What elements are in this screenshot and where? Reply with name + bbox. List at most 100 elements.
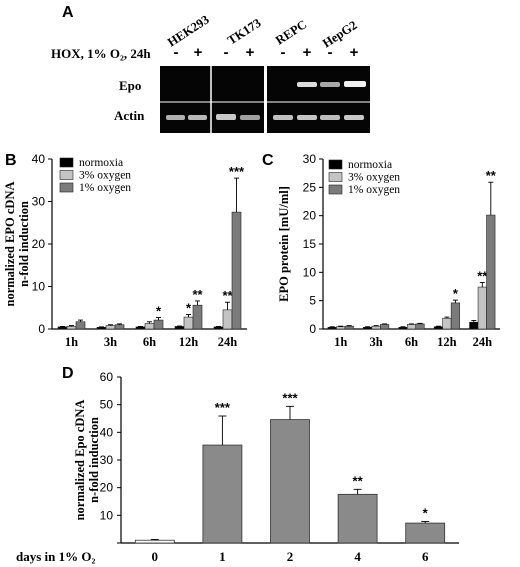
y-tick-label: 50 [100, 398, 114, 412]
x-tick-label: 6h [405, 335, 418, 349]
x-tick-label: 1h [65, 335, 78, 349]
bar [135, 326, 146, 330]
bar [66, 326, 77, 330]
bar [406, 324, 417, 330]
y-axis-label: normalized EPO cDNA [3, 182, 17, 307]
y-tick-label: 30 [303, 152, 317, 166]
bar [57, 326, 68, 330]
bar [213, 326, 224, 330]
panel-d-letter: D [62, 365, 74, 382]
y-tick-label: 15 [303, 237, 317, 251]
bar [398, 326, 408, 330]
bar [134, 539, 175, 544]
lane-sign: - [281, 44, 286, 61]
y-tick-label: 40 [100, 425, 114, 439]
bar [363, 326, 373, 330]
gel-row-label-actin: Actin [114, 108, 145, 123]
bar [371, 325, 381, 330]
bar [469, 321, 479, 330]
bar [105, 325, 116, 330]
panel-a-letter: A [62, 4, 74, 21]
significance-label: ** [353, 473, 364, 488]
significance-label: * [156, 304, 162, 319]
bar [380, 324, 390, 330]
bar [327, 326, 337, 330]
gel-band [320, 115, 340, 120]
gel-band [240, 115, 260, 120]
bar [231, 211, 242, 330]
significance-label: * [186, 301, 192, 316]
x-tick-label: 4 [354, 549, 361, 564]
significance-label: ** [192, 287, 203, 302]
y-tick-label: 25 [303, 180, 317, 194]
bar [442, 317, 452, 330]
x-tick-label: 12h [179, 335, 199, 349]
lane-sign: - [328, 44, 333, 61]
bar [75, 321, 86, 330]
x-tick-label: 3h [104, 335, 117, 349]
legend-swatch [328, 172, 343, 182]
cell-line-label: REPC [273, 17, 309, 47]
lane-sign: + [350, 44, 359, 61]
y-tick-label: 5 [309, 294, 316, 308]
y-tick-label: 30 [100, 453, 114, 467]
gel-band [216, 114, 236, 120]
cell-line-label: HEK293 [165, 12, 212, 49]
x-tick-label: 12h [437, 335, 457, 349]
legend-swatch [59, 157, 74, 168]
y-axis-label: normalized Epo cDNA [73, 400, 87, 521]
lane-sign: + [246, 44, 255, 61]
lane-signs: - + - + - + - + [174, 44, 359, 61]
y-tick-label: 60 [100, 370, 114, 384]
y-tick-label: 20 [100, 481, 114, 495]
bar [344, 325, 354, 330]
y-axis-label: n-fold induction [87, 417, 101, 503]
bar [433, 326, 443, 330]
gel-band [297, 115, 317, 120]
legend-swatch [59, 170, 74, 180]
x-tick-label: 6 [422, 549, 429, 564]
x-tick-label: 1h [334, 335, 347, 349]
panel-c-letter: C [262, 152, 274, 169]
x-tick-label: 3h [369, 335, 382, 349]
significance-label: * [453, 286, 459, 301]
gel-epo-hek-tk [160, 66, 264, 104]
significance-label: ** [222, 288, 233, 303]
chart-panel-b: 0 10 20 30 40 normalized EPO cDNA n-fold induc… [3, 152, 247, 349]
bar [202, 444, 243, 544]
bar [270, 419, 310, 544]
panel-b-letter: B [5, 152, 17, 169]
bar [183, 316, 194, 330]
y-tick-label: 10 [303, 265, 317, 279]
bar [336, 326, 346, 330]
y-tick-label: 40 [32, 152, 46, 166]
y-tick-label: 30 [32, 195, 46, 209]
legend-swatch [328, 184, 343, 195]
bar [477, 286, 487, 330]
y-axis-label: n-fold induction [17, 201, 31, 287]
x-tick-label: 6h [143, 335, 156, 349]
gel-band [344, 115, 364, 120]
gel-band [166, 115, 185, 120]
y-tick-label: 20 [303, 209, 317, 223]
x-tick-label: 1 [219, 549, 226, 564]
cell-line-label: TK173 [225, 16, 263, 48]
legend-swatch [328, 159, 343, 170]
legend-label: normoxia [348, 159, 392, 171]
bar [337, 493, 378, 544]
x-tick-label: 2 [287, 549, 294, 564]
x-tick-label: 24h [473, 335, 493, 349]
bar [415, 323, 425, 330]
x-tick-label: 24h [218, 335, 238, 349]
gel-band [297, 82, 317, 87]
panel-a: A HEK293 TK173 REPC HepG2 HOX, 1% O₂, 24… [51, 4, 370, 133]
lane-sign: - [174, 44, 179, 61]
significance-label: *** [229, 164, 245, 179]
y-tick-label: 10 [32, 280, 46, 294]
legend-label: 1% oxygen [348, 184, 400, 196]
legend-swatch [59, 182, 74, 193]
bar [174, 326, 185, 330]
gel-band [344, 81, 366, 87]
